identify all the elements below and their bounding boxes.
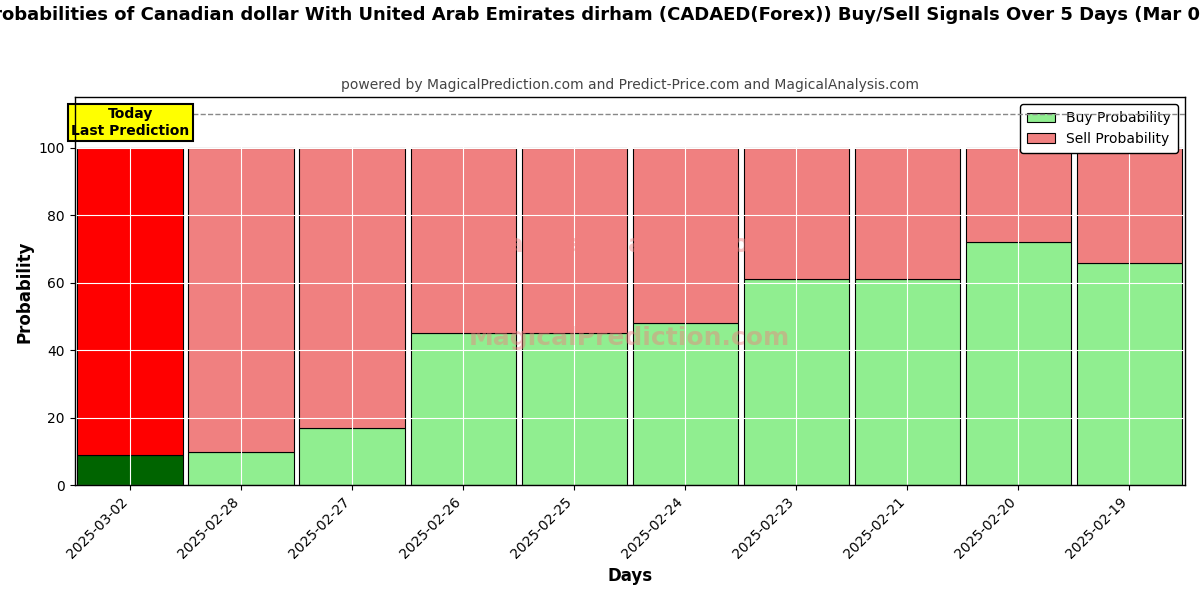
Bar (1076, 148, 1182, 263)
Legend: Buy Probability, Sell Probability: Buy Probability, Sell Probability (1020, 104, 1178, 153)
Bar (300, 428, 404, 485)
Bar (744, 148, 850, 280)
Bar (410, 148, 516, 334)
Bar (78, 148, 182, 455)
Bar (410, 334, 516, 485)
Y-axis label: Probability: Probability (16, 240, 34, 343)
Bar (300, 148, 404, 428)
Text: MagicalAnalysis.com: MagicalAnalysis.com (482, 233, 776, 257)
Bar (78, 455, 182, 485)
Bar (854, 148, 960, 280)
Bar (632, 323, 738, 485)
Bar (188, 452, 294, 485)
Text: MagicalPrediction.com: MagicalPrediction.com (469, 326, 791, 350)
Bar (966, 148, 1072, 242)
X-axis label: Days: Days (607, 567, 653, 585)
Bar (188, 148, 294, 452)
Bar (522, 148, 628, 334)
Title: powered by MagicalPrediction.com and Predict-Price.com and MagicalAnalysis.com: powered by MagicalPrediction.com and Pre… (341, 78, 919, 92)
Bar (966, 242, 1072, 485)
Bar (854, 280, 960, 485)
Text: Probabilities of Canadian dollar With United Arab Emirates dirham (CADAED(Forex): Probabilities of Canadian dollar With Un… (0, 6, 1200, 24)
Text: Today
Last Prediction: Today Last Prediction (71, 107, 190, 137)
Bar (1076, 263, 1182, 485)
Bar (744, 280, 850, 485)
Bar (632, 148, 738, 323)
Bar (522, 334, 628, 485)
